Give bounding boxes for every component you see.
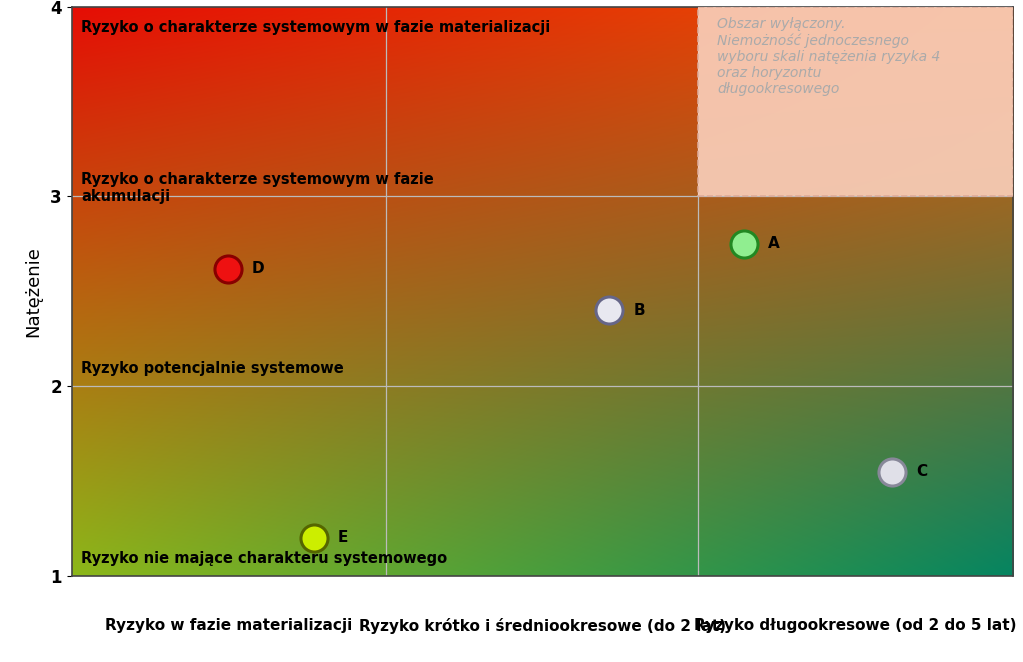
Text: Ryzyko w fazie materializacji: Ryzyko w fazie materializacji bbox=[105, 618, 353, 633]
Text: Ryzyko o charakterze systemowym w fazie materializacji: Ryzyko o charakterze systemowym w fazie … bbox=[81, 20, 550, 35]
Text: E: E bbox=[338, 530, 348, 545]
Point bbox=[602, 305, 618, 316]
Point bbox=[219, 263, 235, 274]
Point bbox=[884, 466, 900, 477]
FancyBboxPatch shape bbox=[698, 7, 1013, 197]
Text: Ryzyko długookresowe (od 2 do 5 lat): Ryzyko długookresowe (od 2 do 5 lat) bbox=[695, 618, 1017, 633]
Text: D: D bbox=[252, 261, 264, 276]
Text: A: A bbox=[768, 236, 780, 252]
Point bbox=[306, 533, 322, 544]
Text: Ryzyko o charakterze systemowym w fazie
akumulacji: Ryzyko o charakterze systemowym w fazie … bbox=[81, 171, 434, 204]
Text: Ryzyko nie mające charakteru systemowego: Ryzyko nie mające charakteru systemowego bbox=[81, 551, 447, 566]
Text: Ryzyko potencjalnie systemowe: Ryzyko potencjalnie systemowe bbox=[81, 361, 344, 377]
Text: Obszar wyłączony.
Niemożność jednoczesnego
wyboru skali natężenia ryzyka 4
oraz : Obszar wyłączony. Niemożność jednoczesne… bbox=[717, 17, 940, 97]
Text: B: B bbox=[633, 303, 646, 318]
Text: C: C bbox=[916, 464, 927, 479]
Point bbox=[736, 238, 752, 249]
Y-axis label: Natężenie: Natężenie bbox=[24, 246, 42, 337]
Text: Ryzyko krótko i średniookresowe (do 2 lat): Ryzyko krótko i średniookresowe (do 2 la… bbox=[359, 618, 725, 634]
